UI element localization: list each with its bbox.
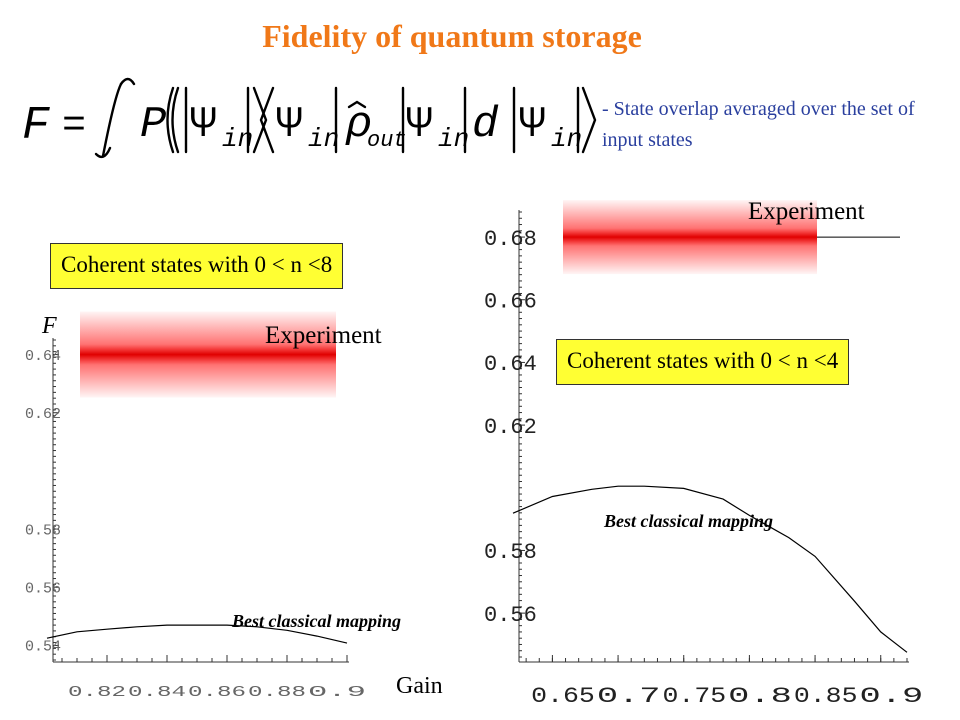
y-tick-label: 0.66	[484, 289, 537, 314]
experiment-band-right	[563, 200, 817, 275]
x-tick-label: 0.65	[531, 684, 595, 709]
fidelity-formula: F = P Ψ in Ψ in ρ out Ψ in d Ψ in	[22, 77, 597, 159]
svg-text:in: in	[222, 124, 253, 154]
slide-title: Fidelity of quantum storage	[262, 18, 642, 54]
svg-text:in: in	[438, 124, 469, 154]
best-classical-mapping-curve-left	[46, 624, 348, 644]
y-axis-label: F	[41, 313, 57, 339]
coherent-states-box-n8: Coherent states with 0 < n <8	[50, 243, 344, 289]
x-tick-label: 0.75	[663, 684, 727, 709]
x-axis-label: Gain	[396, 673, 443, 699]
x-tick-label: 0.82	[68, 684, 126, 701]
experiment-band-left	[80, 311, 336, 398]
x-tick-label: 0.86	[188, 684, 246, 701]
svg-text:P: P	[140, 100, 166, 150]
experiment-label-right: Experiment	[748, 198, 865, 225]
y-tick-label: 0.58	[25, 522, 61, 539]
x-tick-label: 0.88	[248, 684, 306, 701]
svg-text:F: F	[22, 100, 50, 152]
x-tick-label: 0.8	[728, 684, 792, 709]
y-tick-label: 0.62	[25, 406, 61, 423]
y-tick-label: 0.62	[484, 415, 537, 440]
x-tick-label: 0.9	[860, 684, 924, 709]
y-tick-label: 0.68	[484, 227, 537, 252]
svg-text:Ψ: Ψ	[190, 100, 216, 150]
y-tick-label: 0.56	[25, 581, 61, 598]
best-classical-mapping-curve-right	[512, 485, 908, 653]
x-tick-label: 0.7	[597, 684, 661, 709]
svg-text:=: =	[62, 104, 86, 149]
y-tick-label: 0.64	[484, 352, 537, 377]
x-tick-label: 0.84	[128, 684, 186, 701]
svg-text:ρ: ρ	[345, 100, 372, 150]
svg-text:d: d	[472, 100, 499, 150]
svg-text:Ψ: Ψ	[519, 100, 545, 150]
svg-text:out: out	[367, 128, 407, 153]
y-tick-label: 0.56	[484, 603, 537, 628]
best-classical-mapping-label-right: Best classical mapping	[603, 511, 773, 531]
y-tick-label: 0.58	[484, 540, 537, 565]
x-tick-label: 0.85	[794, 684, 858, 709]
y-tick-label: 0.64	[25, 348, 61, 365]
y-tick-label: 0.54	[25, 639, 61, 656]
svg-text:Ψ: Ψ	[276, 100, 302, 150]
svg-text:Ψ: Ψ	[406, 100, 432, 150]
x-tick-label: 0.9	[308, 684, 366, 701]
formula-note: - State overlap averaged over the set of…	[602, 98, 915, 151]
experiment-label-left: Experiment	[265, 322, 382, 349]
best-classical-mapping-label-left: Best classical mapping	[231, 611, 401, 631]
svg-text:in: in	[308, 124, 339, 154]
coherent-states-box-n4: Coherent states with 0 < n <4	[556, 339, 850, 385]
svg-text:in: in	[551, 124, 582, 154]
